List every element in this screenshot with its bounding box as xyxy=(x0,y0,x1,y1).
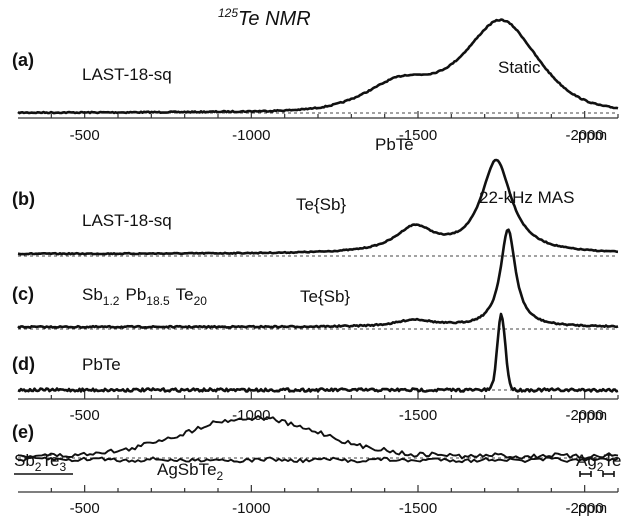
panel-d-label: (d) xyxy=(12,354,35,374)
panel-b-tesb-annotation: Te{Sb} xyxy=(296,195,346,214)
ag2te-range-markers xyxy=(579,471,615,477)
tick-label: -2000 xyxy=(565,127,603,144)
tick-label: -500 xyxy=(70,127,100,144)
panel-a-axis-unit: ppm xyxy=(578,127,607,144)
panel-b-sample-label: LAST-18-sq xyxy=(82,211,172,230)
panel-a-spectrum xyxy=(17,18,619,115)
panel-d-x-axis xyxy=(18,392,619,400)
panel-a-tick-labels: -500 -1000 -1500 -2000 ppm xyxy=(70,127,608,144)
tick-label: -500 xyxy=(70,500,100,517)
panel-c-tesb-annotation: Te{Sb} xyxy=(300,287,350,306)
tick-label: -1500 xyxy=(399,500,437,517)
panel-e-axis-unit: ppm xyxy=(578,500,607,517)
tick-label: -1000 xyxy=(232,407,270,424)
panel-e-spectrum-sb2te3 xyxy=(17,456,619,464)
tick-label: -1000 xyxy=(232,127,270,144)
figure-title: 125Te NMR xyxy=(218,6,311,30)
panel-e-label: (e) xyxy=(12,422,34,442)
title-main: Te NMR xyxy=(238,8,311,30)
panel-a-label: (a) xyxy=(12,50,34,70)
tick-label: -2000 xyxy=(565,407,603,424)
panel-a-x-axis xyxy=(18,111,619,119)
panel-c-label: (c) xyxy=(12,284,34,304)
panel-e-x-axis xyxy=(18,485,619,493)
panel-c-spectrum xyxy=(17,228,619,329)
panel-e-spectrum-agsbte2 xyxy=(17,415,619,460)
panel-a-condition-label: Static xyxy=(498,58,541,77)
panel-d-spectrum xyxy=(17,312,619,393)
tick-label: -500 xyxy=(70,407,100,424)
panel-d-tick-labels: -500 -1000 -1500 -2000 ppm xyxy=(70,407,608,424)
tick-label: -1000 xyxy=(232,500,270,517)
tick-label: -1500 xyxy=(399,127,437,144)
panel-d-sample-label: PbTe xyxy=(82,355,121,374)
spectra-layer xyxy=(17,18,619,464)
panel-d-axis-unit: ppm xyxy=(578,407,607,424)
panel-b-spectrum xyxy=(17,158,619,256)
agsbte2-label: AgSbTe2 xyxy=(157,460,224,483)
panel-b-label: (b) xyxy=(12,189,35,209)
title-superscript: 125 xyxy=(218,6,238,20)
panel-b-pbte-annotation: PbTe xyxy=(375,135,414,154)
tick-label: -1500 xyxy=(399,407,437,424)
panel-b-condition-label: 22-kHz MAS xyxy=(479,188,574,207)
panel-a-sample-label: LAST-18-sq xyxy=(82,65,172,84)
tick-label: -2000 xyxy=(565,500,603,517)
panel-e-tick-labels: -500 -1000 -1500 -2000 ppm xyxy=(70,500,608,517)
panel-c-sample-label: Sb1.2 Pb18.5 Te20 xyxy=(82,285,207,308)
